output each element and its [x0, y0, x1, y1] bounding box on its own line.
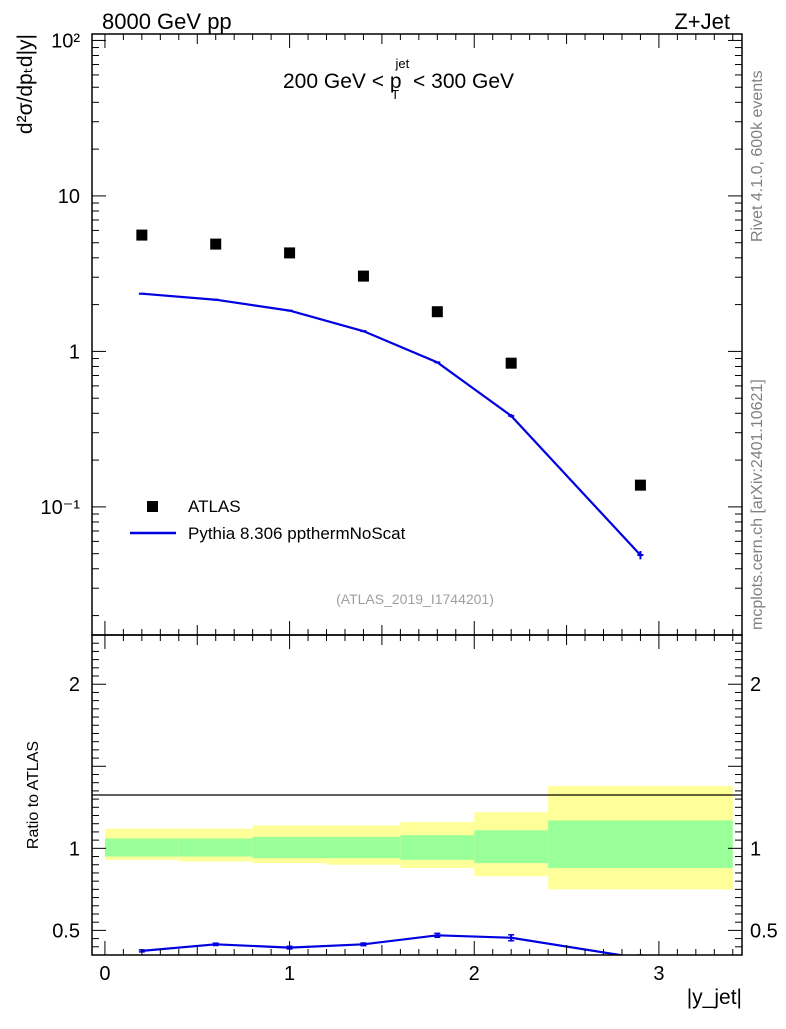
y-tick-label-ratio: 1: [69, 838, 80, 860]
ratio-mc-group: [138, 932, 644, 955]
ratio-band-inner: [252, 836, 327, 859]
y-tick-label-main: 10⁻¹: [41, 497, 81, 519]
legend-data-marker: [147, 501, 158, 512]
y-tick-label-ratio-right: 1: [750, 838, 761, 860]
range-label-sup: jet: [395, 56, 410, 71]
xlabel: |y_jet|: [687, 986, 742, 1009]
data-point: [505, 357, 517, 369]
x-tick-label: 3: [653, 963, 664, 985]
legend-mc-label: Pythia 8.306 ppthermNoScat: [188, 524, 406, 543]
ratio-band-inner: [104, 838, 179, 857]
analysis-id: (ATLAS_2019_I1744201): [336, 591, 494, 607]
data-point: [357, 270, 369, 282]
x-tick-label: 2: [469, 963, 480, 985]
ratio-band-inner: [474, 830, 549, 864]
collision-label: 8000 GeV pp: [102, 9, 232, 34]
range-label-sub: T: [391, 87, 399, 102]
data-point: [634, 479, 646, 491]
legend-data-label: ATLAS: [188, 497, 241, 516]
y-tick-label-ratio: 0.5: [52, 920, 80, 942]
axes-ticks: [92, 34, 742, 955]
y-tick-label-ratio: 2: [69, 674, 80, 696]
ratio-band-inner: [548, 820, 733, 869]
y-tick-label-ratio-right: 2: [750, 674, 761, 696]
data-point: [431, 306, 443, 318]
y-tick-label-main: 1: [69, 341, 80, 363]
ratio-marks: [138, 932, 644, 955]
data-point: [136, 229, 148, 241]
ratio-band-inner: [178, 838, 253, 857]
range-label-tail: < 300 GeV: [407, 70, 514, 93]
range-label-main: 200 GeV < p: [283, 70, 402, 93]
data-point: [284, 247, 296, 259]
mcplots-label: mcplots.cern.ch [arXiv:2401.10621]: [749, 379, 766, 630]
y-tick-label-main: 10²: [51, 30, 80, 52]
range-label: 200 GeV < pjet T < 300 GeV: [283, 56, 514, 102]
ratio-band-inner: [400, 835, 475, 860]
ratio-frame: [91, 634, 743, 956]
y-tick-label-ratio-right: 0.5: [750, 920, 778, 942]
ratio-band-inner: [326, 836, 401, 859]
main-marks: [136, 229, 646, 560]
y-tick-label-main: 10: [58, 186, 80, 208]
main-frame: [91, 33, 743, 636]
ylabel-ratio: Ratio to ATLAS: [25, 741, 42, 849]
data-point: [210, 238, 222, 250]
ratio-bands: [104, 785, 733, 890]
x-tick-label: 1: [284, 963, 295, 985]
rivet-label: Rivet 4.1.0, 600k events: [749, 70, 766, 242]
ylabel-main: d²σ/dpₜd|y|: [14, 34, 37, 134]
tick-labels: 0 1 2 3 10⁻¹ 1 10 10² 0.5 0.5 1 1 2 2: [41, 30, 778, 985]
x-tick-label: 0: [99, 963, 110, 985]
process-label: Z+Jet: [674, 9, 730, 34]
